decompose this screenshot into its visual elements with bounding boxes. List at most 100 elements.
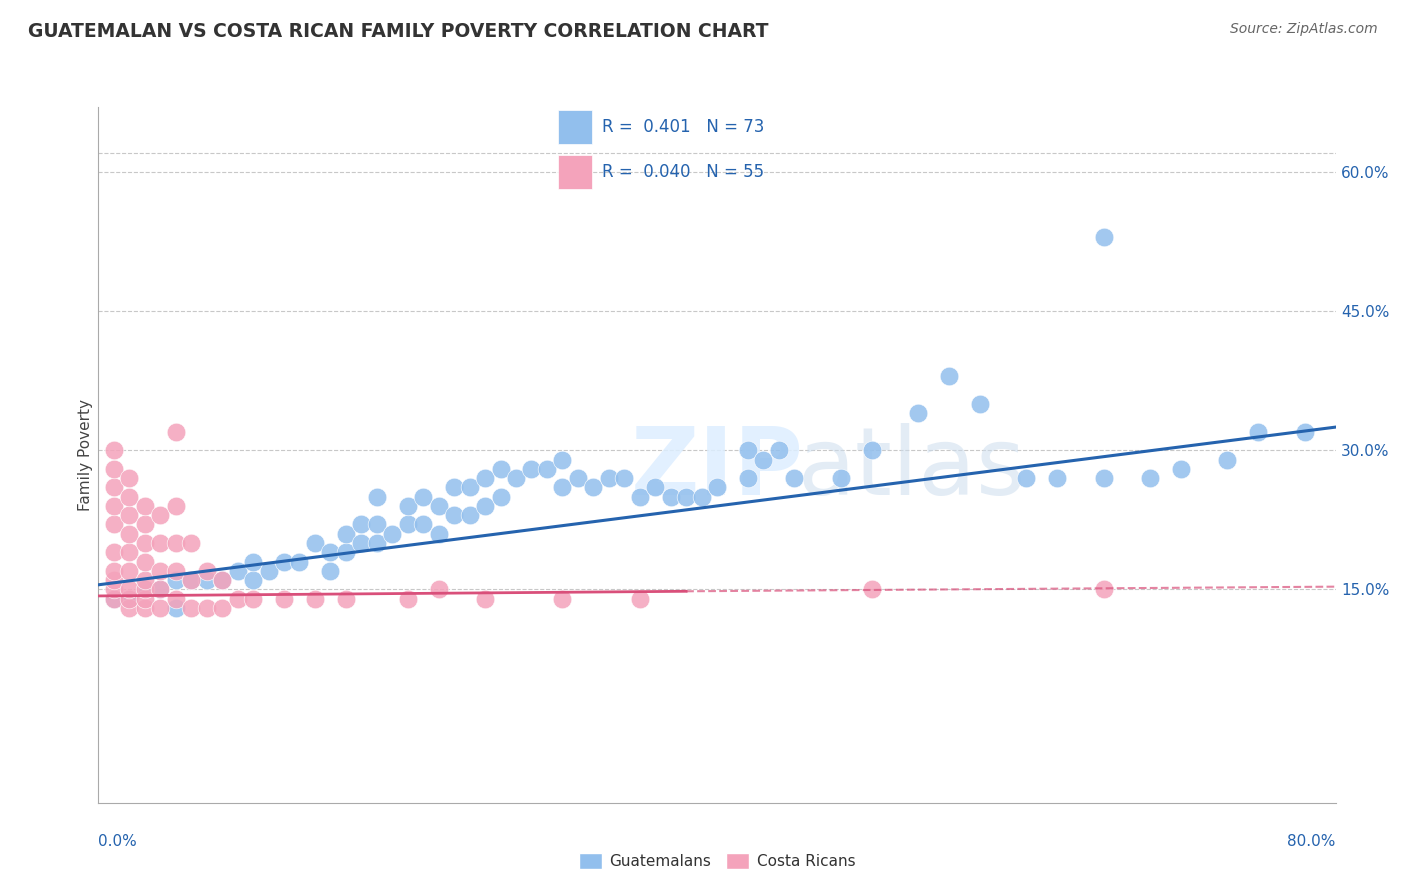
Point: [149, 564, 172, 578]
Point: [366, 517, 388, 532]
Point: [134, 582, 156, 597]
Point: [195, 601, 218, 615]
Point: [675, 490, 697, 504]
FancyBboxPatch shape: [558, 110, 592, 144]
Point: [768, 443, 790, 458]
Point: [149, 601, 172, 615]
Point: [644, 480, 666, 494]
Point: [103, 582, 125, 597]
Point: [134, 499, 156, 513]
Point: [180, 536, 202, 550]
Point: [319, 564, 342, 578]
Point: [443, 508, 465, 523]
Point: [118, 582, 141, 597]
Point: [366, 490, 388, 504]
Point: [134, 517, 156, 532]
Point: [118, 601, 141, 615]
Point: [195, 573, 218, 587]
Point: [582, 480, 605, 494]
Text: R =  0.401   N = 73: R = 0.401 N = 73: [602, 118, 765, 136]
Point: [659, 490, 682, 504]
Point: [1139, 471, 1161, 485]
Point: [860, 582, 883, 597]
Point: [1092, 230, 1115, 244]
Point: [165, 499, 187, 513]
Point: [257, 564, 280, 578]
Point: [134, 555, 156, 569]
Point: [118, 591, 141, 606]
Point: [783, 471, 806, 485]
Point: [103, 480, 125, 494]
Point: [226, 564, 249, 578]
Point: [474, 471, 496, 485]
Point: [474, 499, 496, 513]
Point: [366, 536, 388, 550]
Point: [118, 526, 141, 541]
Point: [211, 573, 233, 587]
Point: [118, 545, 141, 559]
Point: [103, 591, 125, 606]
Point: [1092, 471, 1115, 485]
Point: [860, 443, 883, 458]
Point: [149, 582, 172, 597]
Point: [1170, 462, 1192, 476]
FancyBboxPatch shape: [558, 155, 592, 189]
Point: [118, 591, 141, 606]
Point: [242, 573, 264, 587]
Point: [149, 582, 172, 597]
Point: [134, 591, 156, 606]
Point: [211, 573, 233, 587]
Point: [242, 591, 264, 606]
Point: [134, 601, 156, 615]
Point: [830, 471, 852, 485]
Text: 0.0%: 0.0%: [98, 834, 138, 849]
Point: [195, 564, 218, 578]
Point: [134, 536, 156, 550]
Point: [180, 601, 202, 615]
Legend: Guatemalans, Costa Ricans: Guatemalans, Costa Ricans: [572, 847, 862, 875]
Point: [226, 591, 249, 606]
Point: [737, 471, 759, 485]
Point: [118, 471, 141, 485]
Point: [1046, 471, 1069, 485]
Point: [396, 517, 419, 532]
Point: [969, 397, 991, 411]
Point: [118, 508, 141, 523]
Point: [211, 601, 233, 615]
Text: atlas: atlas: [797, 423, 1026, 515]
Point: [103, 573, 125, 587]
Point: [1247, 425, 1270, 439]
Point: [335, 591, 357, 606]
Point: [103, 443, 125, 458]
Point: [598, 471, 620, 485]
Point: [165, 536, 187, 550]
Point: [304, 591, 326, 606]
Point: [458, 480, 481, 494]
Point: [103, 462, 125, 476]
Point: [737, 443, 759, 458]
Point: [690, 490, 713, 504]
Point: [118, 490, 141, 504]
Point: [242, 555, 264, 569]
Point: [134, 573, 156, 587]
Point: [335, 545, 357, 559]
Point: [505, 471, 527, 485]
Point: [427, 526, 450, 541]
Point: [1294, 425, 1316, 439]
Point: [427, 582, 450, 597]
Point: [350, 517, 373, 532]
Point: [458, 508, 481, 523]
Point: [165, 591, 187, 606]
Point: [103, 545, 125, 559]
Point: [335, 526, 357, 541]
Point: [273, 591, 295, 606]
Point: [938, 369, 960, 384]
Point: [427, 499, 450, 513]
Point: [1092, 582, 1115, 597]
Point: [706, 480, 728, 494]
Text: 80.0%: 80.0%: [1288, 834, 1336, 849]
Point: [288, 555, 311, 569]
Point: [103, 499, 125, 513]
Point: [412, 490, 434, 504]
Point: [103, 564, 125, 578]
